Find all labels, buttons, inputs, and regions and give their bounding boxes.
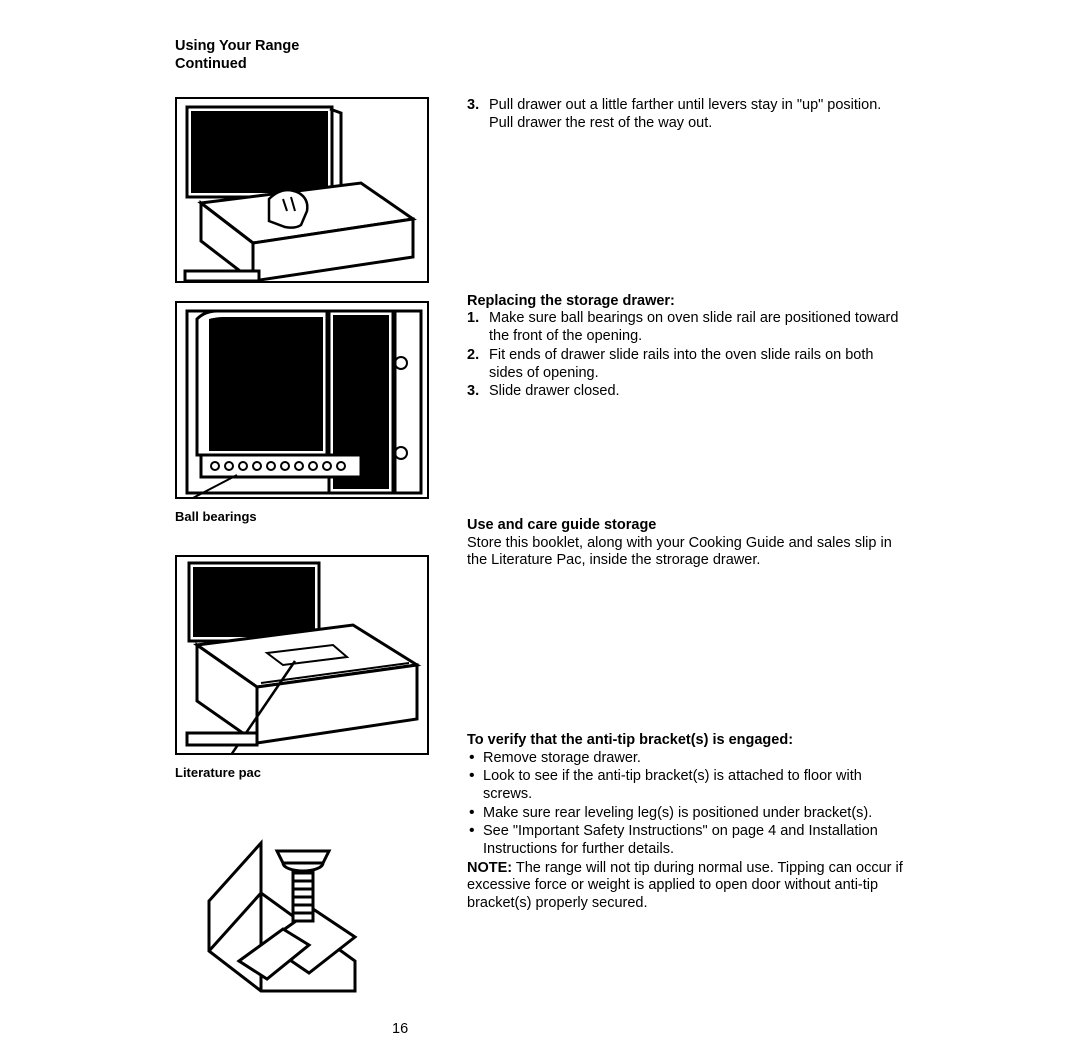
content-columns: Ball bearings Literature: [175, 97, 905, 993]
antitip-section: To verify that the anti-tip bracket(s) i…: [467, 732, 905, 913]
antitip-bullet-4: See "Important Safety Instructions" on p…: [467, 823, 905, 858]
antitip-bullet-3: Make sure rear leveling leg(s) is positi…: [467, 805, 905, 823]
antitip-note: NOTE: The range will not tip during norm…: [467, 860, 905, 913]
usecare-body: Store this booklet, along with your Cook…: [467, 535, 905, 570]
header-line2: Continued: [175, 56, 905, 74]
page-number: 16: [392, 1021, 408, 1039]
antitip-title: To verify that the anti-tip bracket(s) i…: [467, 732, 905, 750]
antitip-bullet-1: Remove storage drawer.: [467, 750, 905, 768]
note-label: NOTE:: [467, 860, 512, 876]
replacing-section: Replacing the storage drawer: Make sure …: [467, 293, 905, 401]
figure-2-ball-bearings: [175, 301, 429, 499]
replacing-item-1: Make sure ball bearings on oven slide ra…: [467, 310, 905, 345]
figure-3-literature-pac: [175, 555, 429, 755]
step3-section: Pull drawer out a little farther until l…: [467, 97, 905, 132]
figure-4-anti-tip: [205, 833, 375, 993]
replacing-item-3: Slide drawer closed.: [467, 383, 905, 401]
step3-item: Pull drawer out a little farther until l…: [467, 97, 905, 132]
replacing-item-2: Fit ends of drawer slide rails into the …: [467, 347, 905, 382]
figure-2-caption: Ball bearings: [175, 509, 429, 525]
anti-tip-illustration: [205, 833, 375, 993]
antitip-bullet-2: Look to see if the anti-tip bracket(s) i…: [467, 768, 905, 803]
header-line1: Using Your Range: [175, 38, 905, 56]
figure-3-caption: Literature pac: [175, 765, 429, 781]
text-column: Pull drawer out a little farther until l…: [467, 97, 905, 993]
figure-1-drawer-pull: [175, 97, 429, 283]
ball-bearing-illustration: [177, 303, 429, 499]
note-body: The range will not tip during normal use…: [467, 860, 903, 911]
drawer-pull-illustration: [177, 99, 429, 283]
replacing-title: Replacing the storage drawer:: [467, 293, 905, 311]
usecare-title: Use and care guide storage: [467, 517, 905, 535]
figure-column: Ball bearings Literature: [175, 97, 429, 993]
literature-pac-illustration: [177, 557, 429, 755]
usecare-section: Use and care guide storage Store this bo…: [467, 517, 905, 570]
